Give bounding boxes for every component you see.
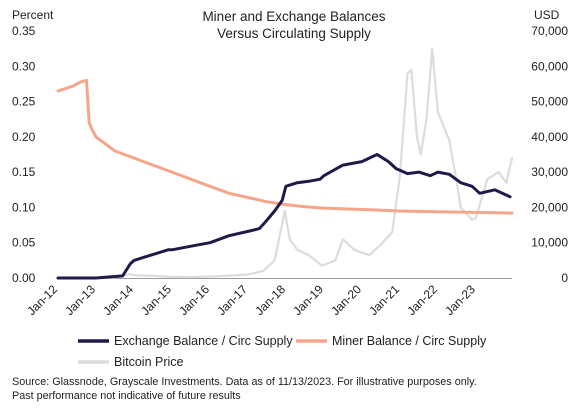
left-tick-label: 0.10 xyxy=(12,200,36,214)
chart-subtitle: Versus Circulating Supply xyxy=(217,26,371,41)
left-axis-label: Percent xyxy=(12,8,54,22)
x-tick-label: Jan-12 xyxy=(24,282,60,318)
x-tick-label: Jan-16 xyxy=(176,282,212,318)
legend-label-bitcoin: Bitcoin Price xyxy=(114,355,184,369)
right-tick-label: 20,000 xyxy=(531,200,568,214)
left-tick-label: 0.35 xyxy=(12,24,36,38)
series-line-2 xyxy=(56,47,514,280)
x-axis-ticks: Jan-12 Jan-13 Jan-14 Jan-15 Jan-16 Jan-17 Jan-… xyxy=(24,282,478,318)
x-tick-label: Jan-15 xyxy=(138,282,174,318)
source-note: Source: Glassnode, Grayscale Investments… xyxy=(12,376,477,388)
left-tick-label: 0.00 xyxy=(12,271,36,285)
x-tick-label: Jan-20 xyxy=(328,282,364,318)
disclaimer-note: Past performance not indicative of futur… xyxy=(12,390,241,402)
x-tick-label: Jan-19 xyxy=(290,282,326,318)
legend-label-exchange: Exchange Balance / Circ Supply xyxy=(114,334,293,348)
chart-title-block: Miner and Exchange Balances Versus Circu… xyxy=(202,9,385,41)
right-axis-ticks: 0 10,000 20,000 30,000 40,000 50,000 60,000 70,… xyxy=(531,24,568,285)
right-tick-label: 60,000 xyxy=(531,59,568,73)
x-tick-label: Jan-17 xyxy=(214,282,250,318)
right-tick-label: 30,000 xyxy=(531,165,568,179)
right-tick-label: 0 xyxy=(561,271,568,285)
x-tick-label: Jan-21 xyxy=(366,282,402,318)
series-line-0 xyxy=(56,153,512,280)
series-line-1 xyxy=(56,78,514,215)
x-tick-label: Jan-22 xyxy=(404,282,440,318)
right-axis-label: USD xyxy=(534,8,560,22)
chart-title: Miner and Exchange Balances xyxy=(202,9,385,24)
x-tick-label: Jan-14 xyxy=(100,282,136,318)
left-tick-label: 0.15 xyxy=(12,165,36,179)
right-tick-label: 10,000 xyxy=(531,236,568,250)
left-tick-label: 0.30 xyxy=(12,59,36,73)
legend: Exchange Balance / Circ Supply Miner Bal… xyxy=(78,334,487,369)
legend-label-miner: Miner Balance / Circ Supply xyxy=(332,334,487,348)
right-tick-label: 50,000 xyxy=(531,95,568,109)
right-tick-label: 40,000 xyxy=(531,130,568,144)
left-axis-ticks: 0.00 0.05 0.10 0.15 0.20 0.25 0.30 0.35 xyxy=(12,24,36,285)
right-tick-label: 70,000 xyxy=(531,24,568,38)
legend-item-exchange: Exchange Balance / Circ Supply xyxy=(78,334,293,348)
left-tick-label: 0.25 xyxy=(12,95,36,109)
legend-item-miner: Miner Balance / Circ Supply xyxy=(296,334,487,348)
left-tick-label: 0.05 xyxy=(12,236,36,250)
x-tick-label: Jan-23 xyxy=(442,282,478,318)
x-tick-label: Jan-18 xyxy=(252,282,288,318)
legend-item-bitcoin: Bitcoin Price xyxy=(78,355,184,369)
left-tick-label: 0.20 xyxy=(12,130,36,144)
series-layer xyxy=(56,47,514,280)
x-tick-label: Jan-13 xyxy=(62,282,98,318)
